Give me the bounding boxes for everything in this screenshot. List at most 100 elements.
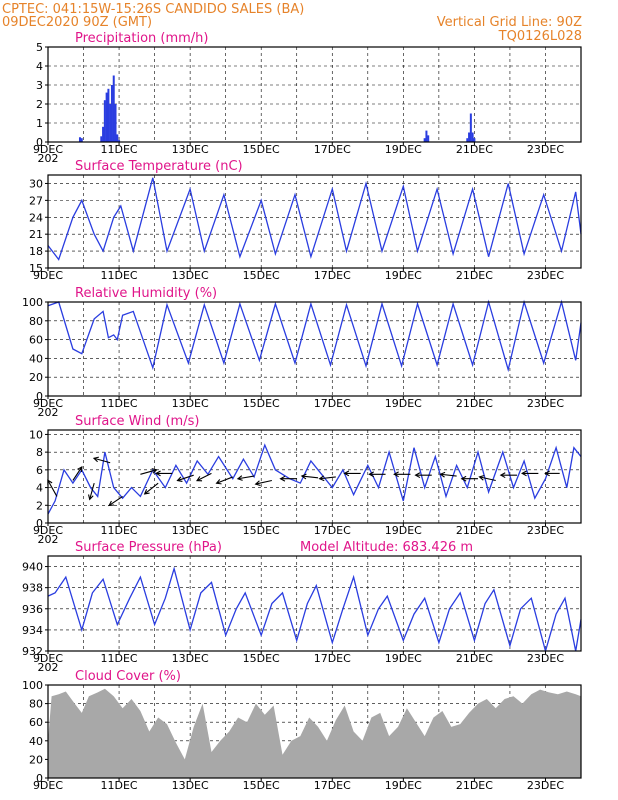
precip-bar <box>80 138 83 142</box>
wind-arrow <box>143 482 159 495</box>
panel-rh: Relative Humidity (%) 0 20 40 60 80 100 9DEC 11D… <box>22 286 582 419</box>
y-tick-label: 938 <box>22 582 43 595</box>
wind-arrow <box>140 468 158 475</box>
wind-arrow <box>544 470 560 477</box>
y-tick-label: 15 <box>29 262 43 275</box>
wind-arrow <box>478 474 496 482</box>
x-tick-label: 15DEC <box>243 524 280 537</box>
x-tick-label: 9DEC <box>33 524 63 537</box>
wind-arrow <box>254 479 272 487</box>
y-tick-label: 20 <box>29 371 43 384</box>
x-tick-label: 21DEC <box>456 524 493 537</box>
panel-title: Surface Wind (m/s) <box>75 414 199 429</box>
y-tick-label: 8 <box>36 446 43 459</box>
x-tick-label: 23DEC <box>527 779 564 792</box>
panel-frame <box>47 555 582 652</box>
y-tick-label: 30 <box>29 177 43 190</box>
y-tick-label: 932 <box>22 645 43 658</box>
precip-bar <box>473 138 476 142</box>
x-tick-label: 23DEC <box>527 397 564 410</box>
x-tick-label: 11DEC <box>101 269 138 282</box>
precip-bar <box>107 88 110 142</box>
header-grid-line: Vertical Grid Line: 90Z <box>437 15 582 30</box>
x-tick-label: 17DEC <box>314 397 351 410</box>
panel-subtitle: Model Altitude: 683.426 m <box>300 540 473 555</box>
x-tick-label: 23DEC <box>527 524 564 537</box>
x-tick-year-label: 202 <box>38 406 59 419</box>
wind-arrow <box>72 466 83 481</box>
y-tick-label: 24 <box>29 211 43 224</box>
wind-arrow <box>176 474 194 482</box>
y-tick-label: 3 <box>36 79 43 92</box>
wind-line <box>47 443 582 515</box>
x-tick-label: 9DEC <box>33 143 63 156</box>
x-tick-label: 17DEC <box>314 779 351 792</box>
y-tick-label: 18 <box>29 245 43 258</box>
y-tick-label: 21 <box>29 228 43 241</box>
wind-arrow <box>215 476 233 485</box>
x-tick-label: 19DEC <box>385 397 422 410</box>
panel-title: Cloud Cover (%) <box>75 669 181 684</box>
panel-frame <box>47 46 582 143</box>
precip-bar <box>466 138 469 142</box>
y-tick-label: 27 <box>29 194 43 207</box>
precip-bar <box>425 130 428 142</box>
wind-arrow <box>343 470 361 477</box>
wind-arrow <box>499 472 518 479</box>
x-tick-label: 23DEC <box>527 652 564 665</box>
panel-frame <box>47 429 582 524</box>
y-tick-label: 0 <box>36 772 43 785</box>
x-tick-label: 19DEC <box>385 652 422 665</box>
y-tick-label: 936 <box>22 603 43 616</box>
x-tick-label: 23DEC <box>527 269 564 282</box>
y-tick-label: 80 <box>29 698 43 711</box>
wind-arrow <box>236 475 255 481</box>
x-tick-label: 15DEC <box>243 397 280 410</box>
precip-bar <box>114 104 117 142</box>
wind-arrow <box>414 472 432 479</box>
y-tick-label: 6 <box>36 464 43 477</box>
panel-wind: Surface Wind (m/s) 0 2 4 6 8 10 9DEC 11DEC 13DEC 1… <box>29 414 582 546</box>
x-tick-label: 19DEC <box>385 143 422 156</box>
x-tick-label: 21DEC <box>456 397 493 410</box>
x-tick-label: 9DEC <box>33 779 63 792</box>
wind-arrow <box>318 475 336 482</box>
y-tick-label: 1 <box>36 117 43 130</box>
y-tick-label: 0 <box>36 390 43 403</box>
panel-title: Relative Humidity (%) <box>75 286 217 301</box>
x-tick-label: 9DEC <box>33 652 63 665</box>
panel-frame <box>47 174 582 269</box>
precip-bar <box>427 135 430 142</box>
chart-panels: Precipitation (mm/h) 0 1 2 3 4 5 9DEC 11DEC 13DEC… <box>22 31 582 792</box>
wind-arrow <box>108 495 123 507</box>
x-tick-label: 11DEC <box>101 397 138 410</box>
y-tick-label: 20 <box>29 753 43 766</box>
panel-cloud: Cloud Cover (%) 0 20 40 60 80 100 9DEC 11DEC 13DE… <box>22 669 582 792</box>
panel-title: Precipitation (mm/h) <box>75 31 208 46</box>
precip-bar <box>112 75 115 142</box>
x-tick-label: 21DEC <box>456 143 493 156</box>
wind-arrow <box>439 471 457 478</box>
precip-bar <box>118 140 121 142</box>
x-tick-label: 11DEC <box>101 143 138 156</box>
x-tick-label: 17DEC <box>314 143 351 156</box>
x-tick-label: 15DEC <box>243 779 280 792</box>
x-tick-label: 19DEC <box>385 269 422 282</box>
wind-arrow <box>88 482 95 501</box>
precip-bar <box>469 113 472 142</box>
precip-bar <box>116 134 119 142</box>
x-tick-label: 21DEC <box>456 652 493 665</box>
precip-bar <box>109 104 112 142</box>
y-tick-label: 10 <box>29 428 43 441</box>
y-tick-label: 2 <box>36 98 43 111</box>
header-run-time: 09DEC2020 90Z (GMT) <box>2 15 152 30</box>
y-tick-label: 60 <box>29 334 43 347</box>
y-tick-label: 2 <box>36 499 43 512</box>
y-tick-label: 100 <box>22 679 43 692</box>
wind-arrow <box>460 475 478 482</box>
x-tick-label: 13DEC <box>172 779 209 792</box>
x-tick-label: 17DEC <box>314 269 351 282</box>
x-tick-label: 11DEC <box>101 524 138 537</box>
panel-precip: Precipitation (mm/h) 0 1 2 3 4 5 9DEC 11DEC 13DEC… <box>33 31 582 165</box>
x-tick-label: 23DEC <box>527 143 564 156</box>
